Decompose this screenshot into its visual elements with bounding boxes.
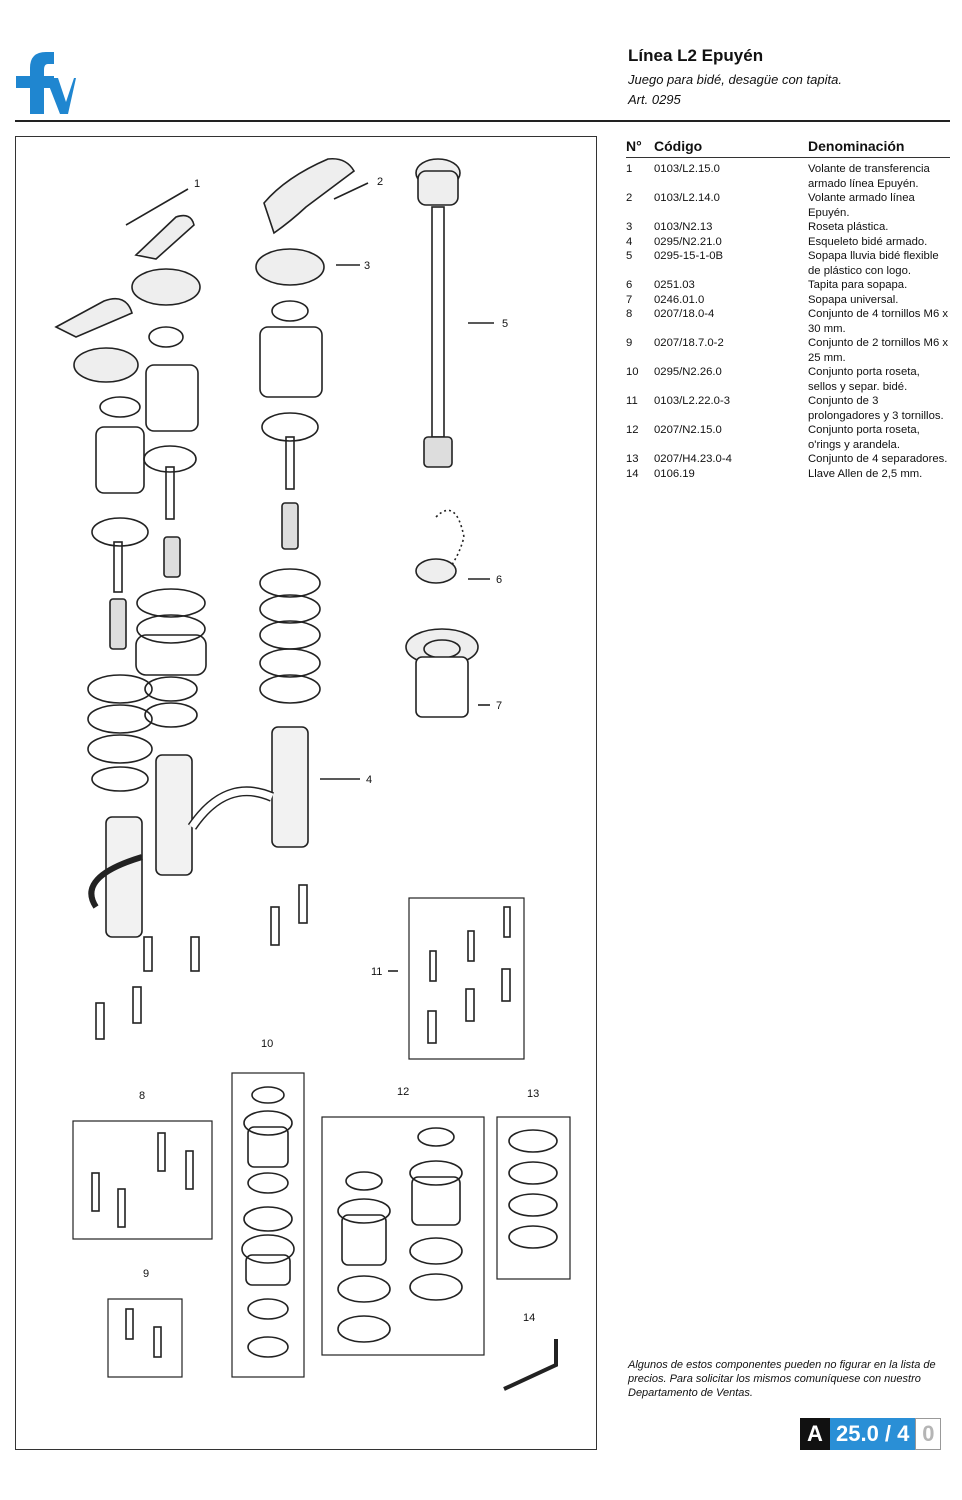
part-name: Tapita para sopapa.: [808, 279, 908, 291]
table-row: 5 0295-15-1-0B Sopapa lluvia bidé flexible…: [626, 249, 950, 278]
part-number: 2: [626, 192, 633, 204]
table-row: 1 0103/L2.15.0 Volante de transferencia ar…: [626, 162, 950, 191]
header-rule: [15, 120, 950, 122]
part-name: Sopapa universal.: [808, 293, 899, 306]
table-row: 3 0103/N2.13 Roseta plástica.: [626, 220, 950, 235]
table-row: 11 0103/L2.22.0-3 Conjunto de 3 prolongado…: [626, 394, 950, 423]
part-name: Conjunto porta roseta, sellos y separ. b…: [808, 366, 920, 393]
table-row: 8 0207/18.0-4 Conjunto de 4 tornillos M6 x…: [626, 307, 950, 336]
part-code: 0207/H4.23.0-4: [654, 453, 732, 465]
diagram-label-7: 7: [496, 700, 502, 712]
diagram-label-12: 12: [397, 1086, 409, 1098]
table-row: 10 0295/N2.26.0 Conjunto porta roseta, sel…: [626, 365, 950, 394]
article-number: Art. 0295: [628, 92, 681, 107]
table-row: 4 0295/N2.21.0 Esqueleto bidé armado.: [626, 235, 950, 250]
page-title: Línea L2 Epuyén: [628, 46, 764, 65]
part-number: 12: [626, 424, 639, 436]
diagram-label-3: 3: [364, 260, 370, 272]
part-number: 7: [626, 293, 633, 306]
part-code: 0103/N2.13: [654, 221, 713, 233]
parts-table-body: 1 0103/L2.15.0 Volante de transferencia ar…: [626, 162, 950, 481]
part-code: 0103/L2.15.0: [654, 163, 720, 175]
part-code: 0251.03: [654, 279, 695, 291]
page-badge: A 25.0 / 4 0: [800, 1418, 942, 1450]
page-subtitle: Juego para bidé, desagüe con tapita.: [628, 72, 842, 87]
part-code: 0106.19: [654, 467, 695, 480]
diagram-label-5: 5: [502, 318, 508, 330]
header-number: N°: [626, 138, 642, 154]
part-code: 0295/N2.26.0: [654, 366, 722, 378]
part-name: Sopapa lluvia bidé flexible de plástico …: [808, 250, 939, 277]
part-number: 8: [626, 308, 633, 320]
header: Línea L2 Epuyén Juego para bidé, desagüe…: [628, 44, 948, 112]
header-name: Denominación: [808, 138, 905, 154]
diagram-label-4: 4: [366, 774, 372, 786]
part-name: Roseta plástica.: [808, 221, 889, 233]
handle-1: [134, 214, 195, 260]
table-row: 9 0207/18.7.0-2 Conjunto de 2 tornillos M6…: [626, 336, 950, 365]
fv-logo: [16, 52, 76, 114]
part-number: 4: [626, 235, 633, 248]
table-row: 6 0251.03 Tapita para sopapa.: [626, 278, 950, 293]
diagram-svg: 1 2 3 4 5 6 7 8 9 10 11 12 13 14: [54, 157, 571, 1391]
badge-suffix: 0: [915, 1418, 942, 1450]
diagram-label-10: 10: [261, 1038, 273, 1050]
part-number: 9: [626, 337, 633, 349]
diagram-label-11: 11: [371, 966, 382, 978]
footnote: Algunos de estos componentes pueden no f…: [628, 1359, 936, 1399]
part-number: 1: [626, 163, 633, 175]
table-row: 14 0106.19 Llave Allen de 2,5 mm.: [626, 467, 950, 482]
table-row: 7 0246.01.0 Sopapa universal.: [626, 293, 950, 308]
part-number: 3: [626, 221, 633, 233]
part-code: 0103/L2.14.0: [654, 192, 720, 204]
part-name: Esqueleto bidé armado.: [808, 235, 928, 248]
part-number: 14: [626, 467, 639, 480]
part-name: Conjunto de 4 tornillos M6 x 30 mm.: [808, 308, 949, 335]
header-code: Código: [654, 138, 703, 154]
part-name: Conjunto porta roseta, o'rings y arandel…: [808, 424, 920, 451]
part-name: Llave Allen de 2,5 mm.: [808, 467, 923, 480]
part-name: Conjunto de 4 separadores.: [808, 453, 948, 465]
part-number: 5: [626, 250, 633, 262]
part-number: 6: [626, 279, 633, 291]
part-code: 0103/L2.22.0-3: [654, 395, 731, 407]
parts-table: N° Código Denominación 1 0103/L2.15.0 Vola…: [626, 138, 950, 481]
part-code: 0207/N2.15.0: [654, 424, 722, 436]
part-code: 0295-15-1-0B: [654, 250, 724, 262]
part-name: Volante de transferencia armado línea Ep…: [808, 163, 930, 190]
table-row: 13 0207/H4.23.0-4 Conjunto de 4 separadore…: [626, 452, 950, 467]
diagram-label-6: 6: [496, 574, 502, 586]
part-code: 0207/18.0-4: [654, 308, 715, 320]
diagram-label-9: 9: [143, 1268, 149, 1280]
part-name: Conjunto de 3 prolongadores y 3 tornillo…: [808, 395, 944, 422]
badge-letter: A: [800, 1418, 830, 1450]
diagram-label-1: 1: [194, 178, 200, 190]
part-number: 11: [626, 395, 638, 407]
diagram-label-8: 8: [139, 1090, 145, 1102]
diagram-label-13: 13: [527, 1088, 539, 1100]
badge-number: 25.0 / 4: [830, 1418, 916, 1450]
part-code: 0207/18.7.0-2: [654, 337, 724, 349]
part-name: Volante armado línea Epuyén.: [808, 192, 915, 219]
part-name: Conjunto de 2 tornillos M6 x 25 mm.: [808, 337, 949, 364]
part-number: 13: [626, 453, 639, 465]
table-row: 12 0207/N2.15.0 Conjunto porta roseta, o'r…: [626, 423, 950, 452]
part-code: 0246.01.0: [654, 293, 705, 306]
part-number: 10: [626, 366, 639, 378]
exploded-diagram: 1 2 3 4 5 6 7 8 9 10 11 12 13 14: [15, 136, 597, 1450]
part-code: 0295/N2.21.0: [654, 235, 722, 248]
diagram-label-14: 14: [523, 1312, 535, 1324]
parts-table-header: N° Código Denominación: [626, 138, 950, 158]
table-row: 2 0103/L2.14.0 Volante armado línea Epuyén…: [626, 191, 950, 220]
diagram-label-2: 2: [377, 176, 383, 188]
